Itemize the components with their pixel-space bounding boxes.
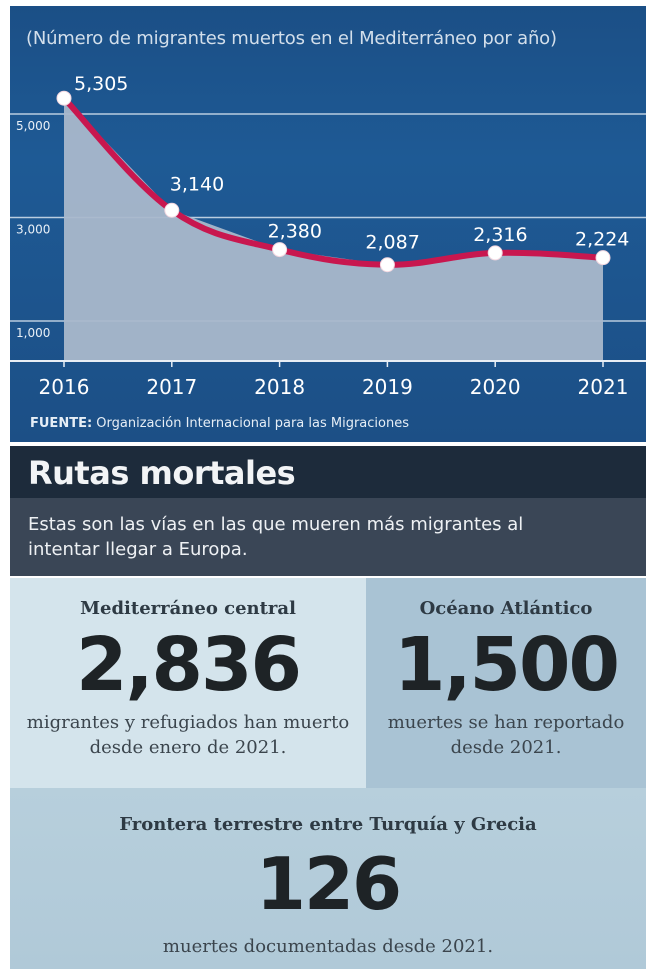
x-tick-label: 2016 [39,375,90,399]
y-tick-label: 5,000 [16,119,50,133]
chart-subtitle: (Número de migrantes muertos en el Medit… [26,28,557,49]
y-tick-label: 1,000 [16,326,50,340]
data-point [272,242,288,258]
route-description: muertes se han reportado desde 2021. [387,712,625,758]
routes-description-band: Estas son las vías en las que mueren más… [10,498,646,576]
data-label: 2,380 [268,221,322,243]
source-text: Organización Internacional para las Migr… [96,416,410,431]
area-chart: 1,000 3,000 5,000 5,305 3,140 2,380 2,087 2,316… [10,73,646,399]
route-name: Frontera terrestre entre Turquía y Greci… [119,814,537,835]
source-label: FUENTE: [30,416,93,431]
chart-source: FUENTE: Organización Internacional para … [30,416,409,431]
data-point [164,202,180,218]
y-tick-label: 3,000 [16,223,50,237]
route-name: Mediterráneo central [80,598,296,619]
routes-description: Estas son las vías en las que mueren más… [28,514,524,560]
routes-header: Rutas mortales Estas son las vías en las… [10,446,646,576]
route-description: muertes documentadas desde 2021. [162,936,494,957]
data-point [487,245,503,261]
route-description: migrantes y refugiados han muerto desde … [26,712,350,758]
x-tick-label: 2021 [578,375,629,399]
route-mediterraneo-central: Mediterráneo central 2,836 migrantes y r… [10,578,366,788]
route-value: 126 [255,842,402,926]
data-label: 3,140 [170,173,224,195]
data-label: 2,316 [473,224,527,246]
data-label: 2,087 [365,232,419,254]
area-fill [64,98,603,361]
route-value: 2,836 [75,622,302,708]
route-turquia-grecia: Frontera terrestre entre Turquía y Greci… [10,788,646,969]
x-tick-label: 2019 [362,375,413,399]
data-point [379,257,395,273]
routes-title: Rutas mortales [28,454,296,492]
data-label: 5,305 [74,73,128,95]
data-point [595,250,611,266]
route-name: Océano Atlántico [419,598,593,619]
data-label: 2,224 [575,229,629,251]
x-tick-label: 2017 [146,375,197,399]
series-line [61,95,606,268]
chart-panel: (Número de migrantes muertos en el Medit… [10,6,646,442]
route-oceano-atlantico: Océano Atlántico 1,500 muertes se han re… [366,578,646,788]
data-point [56,90,72,106]
x-tick-label: 2018 [254,375,305,399]
routes-panel: Rutas mortales Estas son las vías en las… [10,446,646,969]
x-tick-label: 2020 [470,375,521,399]
route-value: 1,500 [393,622,620,708]
